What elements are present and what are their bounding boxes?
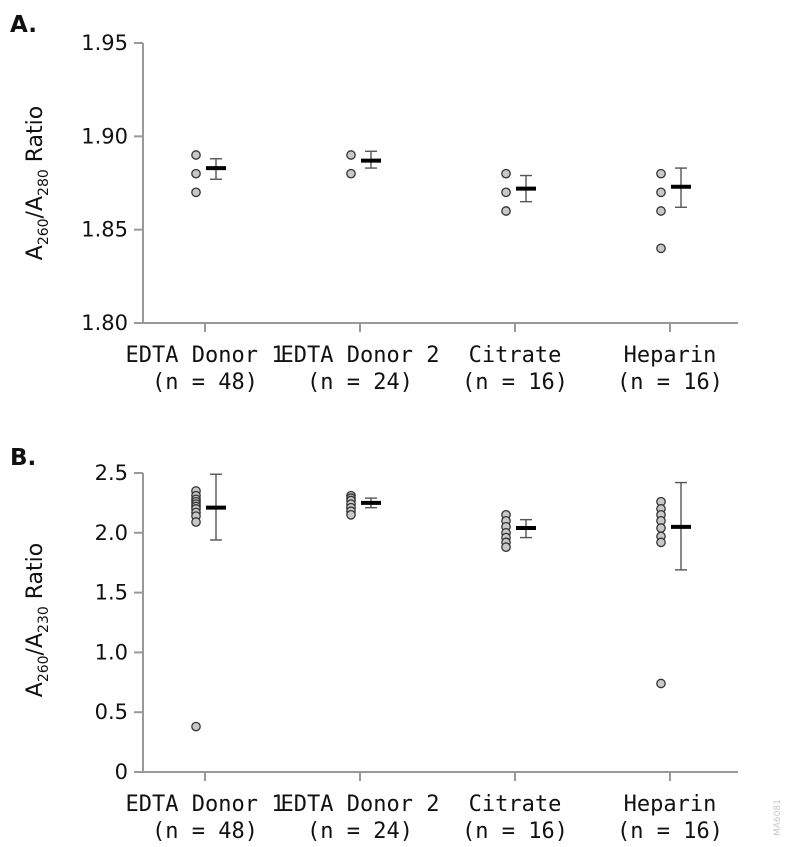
y-tick-label-b: 2.5 xyxy=(95,461,128,485)
panel-label-a: A. xyxy=(10,12,37,38)
category-label-b: Heparin xyxy=(624,792,717,817)
y-tick-label-a: 1.90 xyxy=(81,124,128,148)
data-point-a xyxy=(191,150,201,160)
category-n-label-a: (n = 48) xyxy=(152,370,258,395)
data-point-b xyxy=(656,523,666,533)
data-point-a xyxy=(191,187,201,198)
panel-label-b: B. xyxy=(10,445,36,471)
category-label-b: EDTA Donor 1 xyxy=(126,792,285,817)
y-tick-label-a: 1.85 xyxy=(81,218,128,242)
category-n-label-a: (n = 16) xyxy=(617,370,723,395)
data-point-a xyxy=(346,168,356,179)
category-n-label-b: (n = 16) xyxy=(462,819,568,844)
category-label-a: EDTA Donor 1 xyxy=(126,343,285,368)
data-point-a xyxy=(656,168,666,179)
data-point-a xyxy=(656,206,666,216)
category-label-b: Citrate xyxy=(469,792,562,817)
category-label-a: Heparin xyxy=(624,343,717,368)
data-point-b xyxy=(656,537,666,548)
data-point-b xyxy=(191,721,201,732)
data-point-a xyxy=(346,150,356,160)
y-axis-label-b: A260/A230 Ratio xyxy=(23,543,52,697)
category-label-a: Citrate xyxy=(469,343,562,368)
data-point-a xyxy=(501,168,511,179)
data-point-b xyxy=(191,517,201,527)
data-point-b xyxy=(501,542,511,553)
y-axis-label-a: A260/A280 Ratio xyxy=(23,106,52,260)
data-point-a xyxy=(656,187,666,198)
category-n-label-b: (n = 48) xyxy=(152,819,258,844)
category-n-label-a: (n = 16) xyxy=(462,370,568,395)
category-n-label-b: (n = 24) xyxy=(307,819,413,844)
category-label-a: EDTA Donor 2 xyxy=(281,343,440,368)
y-tick-label-b: 2.0 xyxy=(95,521,128,545)
y-tick-label-b: 1.5 xyxy=(95,581,128,605)
figure-code: MA6081 xyxy=(773,799,783,836)
data-point-a xyxy=(501,187,511,198)
category-n-label-b: (n = 16) xyxy=(617,819,723,844)
category-n-label-a: (n = 24) xyxy=(307,370,413,395)
y-tick-label-b: 0.5 xyxy=(95,700,128,724)
y-tick-label-a: 1.80 xyxy=(81,311,128,335)
y-tick-label-b: 0 xyxy=(115,760,128,784)
y-tick-label-a: 1.95 xyxy=(81,31,128,55)
category-label-b: EDTA Donor 2 xyxy=(281,792,440,817)
y-tick-label-b: 1.0 xyxy=(95,640,128,664)
data-point-a xyxy=(656,243,666,254)
data-point-a xyxy=(501,206,511,216)
data-point-b xyxy=(656,678,666,689)
data-point-a xyxy=(191,168,201,179)
data-point-b xyxy=(346,510,356,520)
